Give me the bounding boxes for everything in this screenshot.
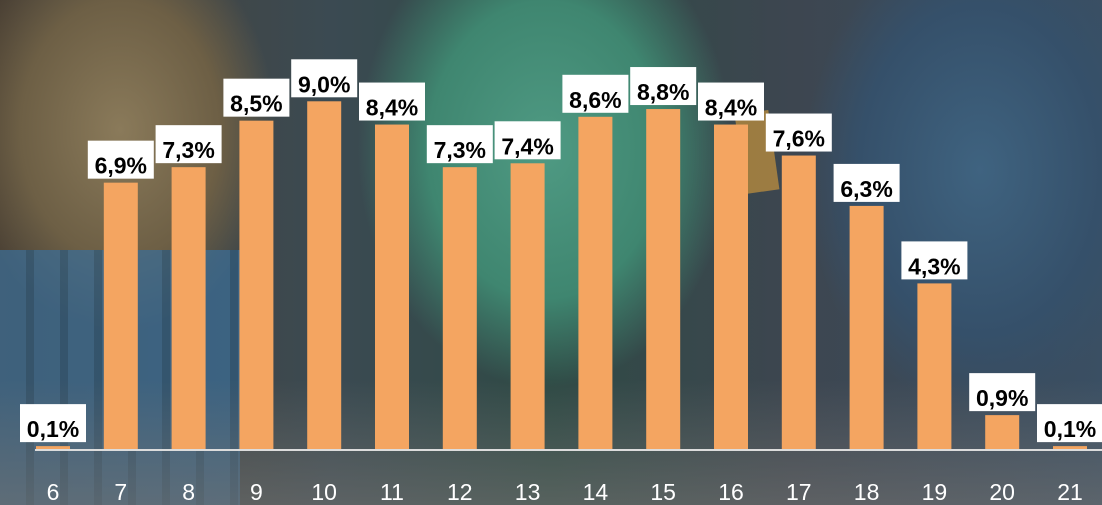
data-label-9: 8,5%	[223, 78, 290, 117]
data-label-text: 7,3%	[162, 137, 214, 163]
data-label-11: 8,4%	[359, 82, 425, 121]
data-label-text: 4,3%	[908, 253, 960, 279]
data-label-text: 9,0%	[298, 71, 350, 97]
bar-21	[1053, 446, 1087, 450]
bar-13	[510, 163, 545, 451]
data-label-text: 0,1%	[1044, 416, 1096, 442]
x-tick-label-15: 15	[650, 479, 676, 505]
data-label-background	[562, 74, 629, 113]
data-label-background	[969, 373, 1036, 412]
x-tick-label-18: 18	[854, 479, 880, 505]
bar-7	[103, 182, 138, 451]
data-label-text: 0,1%	[27, 416, 79, 442]
x-tick-label-19: 19	[922, 479, 948, 505]
bar-15	[646, 109, 681, 450]
bar-12	[442, 167, 477, 450]
bar-20	[985, 415, 1020, 450]
data-label-7: 6,9%	[87, 140, 154, 179]
x-tick-label-6: 6	[47, 479, 60, 505]
data-label-text: 8,4%	[705, 95, 757, 121]
bar-6	[36, 446, 70, 450]
data-label-18: 6,3%	[833, 163, 900, 202]
x-tick-label-17: 17	[786, 479, 812, 505]
data-label-background	[426, 125, 493, 164]
data-label-background	[291, 59, 358, 98]
bar-14	[578, 116, 613, 450]
data-label-text: 7,3%	[434, 137, 486, 163]
data-label-10: 9,0%	[291, 59, 358, 98]
bar-16	[714, 124, 748, 451]
bar-11	[375, 124, 409, 451]
bar-19	[917, 283, 952, 450]
data-label-text: 6,9%	[95, 153, 147, 179]
data-label-text: 8,8%	[637, 79, 689, 105]
data-label-14: 8,6%	[562, 74, 629, 113]
data-label-20: 0,9%	[969, 373, 1036, 412]
bar-18	[849, 205, 884, 450]
x-tick-label-14: 14	[583, 479, 609, 505]
data-label-text: 8,4%	[366, 95, 418, 121]
data-label-text: 6,3%	[840, 176, 892, 202]
data-label-8: 7,3%	[155, 125, 222, 164]
data-label-13: 7,4%	[494, 121, 561, 160]
bar-17	[781, 155, 816, 450]
x-tick-label-21: 21	[1057, 479, 1083, 505]
x-tick-label-10: 10	[311, 479, 337, 505]
data-label-text: 7,6%	[773, 126, 825, 152]
data-label-background	[698, 82, 764, 121]
data-label-21: 0,1%	[1037, 404, 1102, 442]
data-label-background	[765, 113, 832, 152]
data-label-background	[20, 404, 86, 443]
data-label-background	[833, 163, 900, 202]
data-label-12: 7,3%	[426, 125, 493, 164]
data-label-background	[901, 241, 968, 280]
data-label-background	[494, 121, 561, 160]
data-label-19: 4,3%	[901, 241, 968, 280]
data-label-background	[155, 125, 222, 164]
x-tick-label-7: 7	[114, 479, 127, 505]
data-labels-group: 0,1% 6,9% 7,3% 8,5% 9,0% 8,4% 7,3% 7,4% 8,6% 8,8%…	[20, 59, 1102, 442]
bar-8	[171, 167, 206, 450]
data-label-background	[223, 78, 290, 117]
x-tick-label-9: 9	[250, 479, 263, 505]
x-tick-label-13: 13	[515, 479, 541, 505]
data-label-background	[1037, 404, 1102, 443]
data-label-background	[630, 67, 697, 106]
x-tick-label-12: 12	[447, 479, 473, 505]
data-label-background	[87, 140, 154, 179]
bar-10	[307, 101, 342, 451]
data-label-background	[359, 82, 425, 121]
data-label-text: 7,4%	[501, 133, 553, 159]
x-tick-label-11: 11	[380, 479, 404, 505]
x-tick-label-16: 16	[718, 479, 744, 505]
data-label-15: 8,8%	[630, 67, 697, 106]
data-label-text: 8,6%	[569, 87, 621, 113]
data-label-text: 8,5%	[230, 91, 282, 117]
x-tick-label-8: 8	[182, 479, 195, 505]
bars-group	[36, 101, 1087, 451]
data-label-16: 8,4%	[698, 82, 764, 121]
data-label-17: 7,6%	[765, 113, 832, 152]
data-label-text: 0,9%	[976, 385, 1028, 411]
x-tick-label-20: 20	[989, 479, 1015, 505]
bar-9	[239, 120, 274, 450]
data-label-6: 0,1%	[20, 404, 86, 442]
x-tick-labels-group: 6 7 8 9 10 11 12 13 14 15 16 17 18 19 20 21	[47, 479, 1083, 505]
